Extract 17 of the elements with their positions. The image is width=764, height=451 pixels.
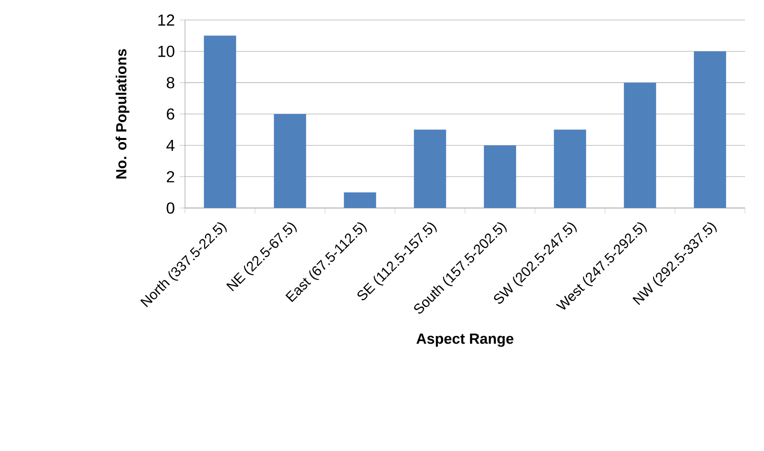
y-axis-title: No. of Populations	[116, 49, 130, 178]
y-tick-label: 12	[158, 14, 174, 26]
bar	[624, 82, 656, 208]
bar	[694, 51, 726, 208]
y-tick-label: 2	[166, 171, 174, 182]
bar	[344, 192, 376, 208]
bar	[274, 114, 306, 208]
y-tick-label: 6	[166, 108, 174, 120]
y-tick-label: 0	[166, 202, 174, 214]
y-tick-label: 8	[166, 77, 174, 88]
bar	[414, 130, 446, 208]
bar	[554, 130, 586, 208]
y-tick-label: 10	[158, 46, 174, 57]
bar	[484, 145, 516, 208]
y-tick-label: 4	[166, 140, 174, 151]
x-axis-title: Aspect Range	[416, 334, 514, 347]
bar	[204, 36, 236, 208]
